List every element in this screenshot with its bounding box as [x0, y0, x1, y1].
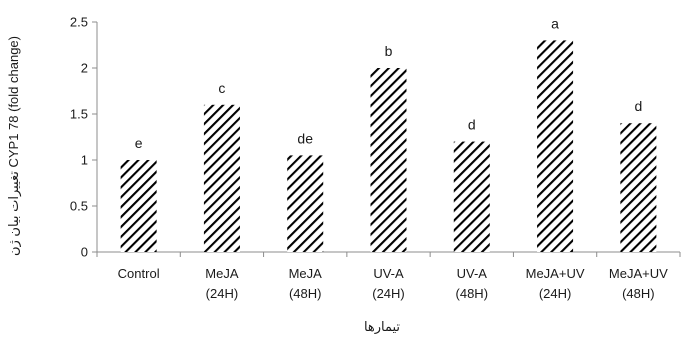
x-tick-label: (24H): [372, 286, 405, 301]
x-tick-label: UV-A: [457, 266, 488, 281]
significance-letter: d: [634, 98, 642, 114]
x-tick-label: MeJA: [289, 266, 323, 281]
bar: [287, 155, 324, 252]
y-tick-label: 2: [81, 61, 88, 76]
significance-letter: d: [468, 117, 476, 133]
y-axis-title: تغییرات بیان ژن CYP1 78 (fold change): [6, 36, 22, 256]
y-tick-label: 2.5: [70, 15, 88, 30]
x-axis-title: تیمارها: [364, 319, 400, 335]
bar: [203, 104, 240, 252]
x-tick-label: MeJA: [205, 266, 239, 281]
bar: [537, 40, 574, 253]
bar: [453, 141, 490, 252]
x-tick-label: (48H): [289, 286, 322, 301]
x-tick-label: (24H): [206, 286, 239, 301]
plot-area: 0 0.5 1 1.5 2 2.5 e Control c MeJA (24H) de MeJA (48H…: [70, 15, 681, 301]
y-tick-label: 1.5: [70, 107, 88, 122]
bar: [120, 160, 157, 252]
significance-letter: c: [218, 80, 225, 96]
x-tick-label: Control: [118, 266, 160, 281]
bar: [370, 68, 407, 252]
x-tick-label: MeJA+UV: [609, 266, 668, 281]
x-tick-label: (24H): [539, 286, 572, 301]
significance-letter: b: [385, 43, 393, 59]
y-tick-label: 0.5: [70, 199, 88, 214]
x-tick-label: (48H): [456, 286, 489, 301]
y-tick-label: 0: [81, 245, 88, 260]
x-tick-label: MeJA+UV: [526, 266, 585, 281]
y-tick-label: 1: [81, 153, 88, 168]
bar: [620, 123, 657, 252]
x-tick-label: UV-A: [373, 266, 404, 281]
significance-letter: e: [135, 135, 143, 151]
significance-letter: de: [297, 130, 313, 146]
significance-letter: a: [551, 15, 559, 31]
x-tick-label: (48H): [622, 286, 655, 301]
